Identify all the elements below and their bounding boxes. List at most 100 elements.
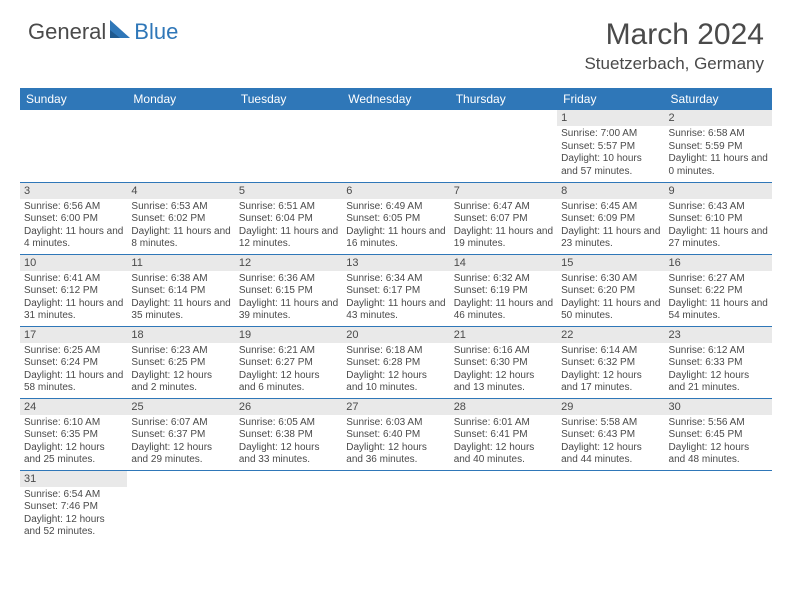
daylight-line: Daylight: 11 hours and 0 minutes. xyxy=(669,153,768,178)
calendar-cell xyxy=(20,110,127,182)
sunrise-line: Sunrise: 6:30 AM xyxy=(561,273,660,286)
calendar-cell: 24Sunrise: 6:10 AMSunset: 6:35 PMDayligh… xyxy=(20,398,127,470)
calendar-cell: 18Sunrise: 6:23 AMSunset: 6:25 PMDayligh… xyxy=(127,326,234,398)
day-content: Sunrise: 6:56 AMSunset: 6:00 PMDaylight:… xyxy=(20,199,127,254)
day-content: Sunrise: 6:30 AMSunset: 6:20 PMDaylight:… xyxy=(557,271,664,326)
calendar-body: 1 Sunrise: 7:00 AMSunset: 5:57 PM Daylight… xyxy=(20,110,772,542)
day-content: Sunrise: 6:45 AMSunset: 6:09 PMDaylight:… xyxy=(557,199,664,254)
day-content: Sunrise: 6:47 AMSunset: 6:07 PMDaylight:… xyxy=(450,199,557,254)
sunrise-line: Sunrise: 6:25 AM xyxy=(24,345,123,358)
calendar-cell: 7Sunrise: 6:47 AMSunset: 6:07 PMDaylight… xyxy=(450,182,557,254)
sunrise-line: Sunrise: 6:38 AM xyxy=(131,273,230,286)
day-number: 1 xyxy=(557,110,664,126)
sunrise-line: Sunrise: 7:00 AM xyxy=(561,128,660,141)
day-number: 19 xyxy=(235,327,342,343)
sunset-line: Sunset: 6:37 PM xyxy=(131,429,230,442)
calendar-row: 31Sunrise: 6:54 AMSunset: 7:46 PMDayligh… xyxy=(20,470,772,542)
sunrise-line: Sunrise: 6:03 AM xyxy=(346,417,445,430)
daylight-line: Daylight: 11 hours and 27 minutes. xyxy=(669,226,768,251)
calendar-cell: 15Sunrise: 6:30 AMSunset: 6:20 PMDayligh… xyxy=(557,254,664,326)
day-content: Sunrise: 5:58 AMSunset: 6:43 PMDaylight:… xyxy=(557,415,664,470)
daylight-line: Daylight: 11 hours and 23 minutes. xyxy=(561,226,660,251)
day-number: 14 xyxy=(450,255,557,271)
calendar-row: 10Sunrise: 6:41 AMSunset: 6:12 PMDayligh… xyxy=(20,254,772,326)
day-number: 6 xyxy=(342,183,449,199)
day-number: 21 xyxy=(450,327,557,343)
calendar-cell: 28Sunrise: 6:01 AMSunset: 6:41 PMDayligh… xyxy=(450,398,557,470)
brand-sail-icon xyxy=(108,18,134,45)
sunset-line: Sunset: 6:35 PM xyxy=(24,429,123,442)
calendar-cell xyxy=(235,110,342,182)
daylight-line: Daylight: 11 hours and 12 minutes. xyxy=(239,226,338,251)
day-content: Sunrise: 5:56 AMSunset: 6:45 PMDaylight:… xyxy=(665,415,772,470)
sunset-line: Sunset: 6:28 PM xyxy=(346,357,445,370)
daylight-line: Daylight: 11 hours and 19 minutes. xyxy=(454,226,553,251)
calendar-cell: 2Sunrise: 6:58 AMSunset: 5:59 PMDaylight… xyxy=(665,110,772,182)
day-number: 22 xyxy=(557,327,664,343)
daylight-line: Daylight: 11 hours and 16 minutes. xyxy=(346,226,445,251)
calendar-row: 24Sunrise: 6:10 AMSunset: 6:35 PMDayligh… xyxy=(20,398,772,470)
day-number: 8 xyxy=(557,183,664,199)
day-number: 9 xyxy=(665,183,772,199)
brand-logo: General Blue xyxy=(28,18,178,45)
calendar-cell xyxy=(127,470,234,542)
calendar-cell xyxy=(342,110,449,182)
sunrise-line: Sunrise: 6:58 AM xyxy=(669,128,768,141)
sunrise-line: Sunrise: 5:58 AM xyxy=(561,417,660,430)
sunset-line: Sunset: 6:25 PM xyxy=(131,357,230,370)
brand-text-general: General xyxy=(28,19,106,45)
daylight-line: Daylight: 12 hours and 21 minutes. xyxy=(669,370,768,395)
sunrise-line: Sunrise: 6:41 AM xyxy=(24,273,123,286)
sunset-line: Sunset: 6:33 PM xyxy=(669,357,768,370)
day-number: 27 xyxy=(342,399,449,415)
calendar-cell: 11Sunrise: 6:38 AMSunset: 6:14 PMDayligh… xyxy=(127,254,234,326)
day-content: Sunrise: 6:41 AMSunset: 6:12 PMDaylight:… xyxy=(20,271,127,326)
sunset-line: Sunset: 6:07 PM xyxy=(454,213,553,226)
day-content: Sunrise: 6:18 AMSunset: 6:28 PMDaylight:… xyxy=(342,343,449,398)
sunrise-line: Sunrise: 6:47 AM xyxy=(454,201,553,214)
calendar-cell: 14 Sunrise: 6:32 AMSunset: 6:19 PMDayligh… xyxy=(450,254,557,326)
daylight-line: Daylight: 11 hours and 31 minutes. xyxy=(24,298,123,323)
sunset-line: Sunset: 7:46 PM xyxy=(24,501,123,514)
sunrise-line: Sunrise: 6:12 AM xyxy=(669,345,768,358)
day-content: Sunrise: 6:10 AMSunset: 6:35 PMDaylight:… xyxy=(20,415,127,470)
sunrise-line: Sunrise: 6:01 AM xyxy=(454,417,553,430)
sunset-line: Sunset: 6:19 PM xyxy=(454,285,553,298)
day-number: 7 xyxy=(450,183,557,199)
sunrise-line: Sunrise: 6:14 AM xyxy=(561,345,660,358)
day-number: 18 xyxy=(127,327,234,343)
day-number: 20 xyxy=(342,327,449,343)
daylight-line: Daylight: 11 hours and 8 minutes. xyxy=(131,226,230,251)
sunset-line: Sunset: 6:02 PM xyxy=(131,213,230,226)
sunset-line: Sunset: 6:20 PM xyxy=(561,285,660,298)
title-block: March 2024 Stuetzerbach, Germany xyxy=(584,18,764,74)
day-number: 3 xyxy=(20,183,127,199)
weekday-header: Tuesday xyxy=(235,88,342,110)
sunset-line: Sunset: 6:04 PM xyxy=(239,213,338,226)
sunset-line: Sunset: 6:17 PM xyxy=(346,285,445,298)
calendar-cell xyxy=(127,110,234,182)
calendar-cell: 22Sunrise: 6:14 AMSunset: 6:32 PMDayligh… xyxy=(557,326,664,398)
sunrise-line: Sunrise: 6:10 AM xyxy=(24,417,123,430)
daylight-line: Daylight: 11 hours and 46 minutes. xyxy=(454,298,553,323)
sunrise-line: Sunrise: 6:32 AM xyxy=(454,273,553,286)
weekday-header: Thursday xyxy=(450,88,557,110)
calendar-cell xyxy=(665,470,772,542)
day-number: 31 xyxy=(20,471,127,487)
calendar-cell: 29Sunrise: 5:58 AMSunset: 6:43 PMDayligh… xyxy=(557,398,664,470)
sunrise-line: Sunrise: 6:34 AM xyxy=(346,273,445,286)
sunset-line: Sunset: 6:32 PM xyxy=(561,357,660,370)
daylight-line: Daylight: 11 hours and 39 minutes. xyxy=(239,298,338,323)
sunset-line: Sunset: 6:15 PM xyxy=(239,285,338,298)
day-number: 10 xyxy=(20,255,127,271)
day-content: Sunrise: 6:38 AMSunset: 6:14 PMDaylight:… xyxy=(127,271,234,326)
calendar-cell: 27Sunrise: 6:03 AMSunset: 6:40 PMDayligh… xyxy=(342,398,449,470)
calendar-cell: 17Sunrise: 6:25 AMSunset: 6:24 PMDayligh… xyxy=(20,326,127,398)
calendar-cell: 19Sunrise: 6:21 AMSunset: 6:27 PMDayligh… xyxy=(235,326,342,398)
sunset-line: Sunset: 5:57 PM xyxy=(561,141,660,154)
day-number: 2 xyxy=(665,110,772,126)
sunrise-line: Sunrise: 6:53 AM xyxy=(131,201,230,214)
calendar-row: 17Sunrise: 6:25 AMSunset: 6:24 PMDayligh… xyxy=(20,326,772,398)
sunrise-line: Sunrise: 6:16 AM xyxy=(454,345,553,358)
day-content: Sunrise: 6:12 AMSunset: 6:33 PMDaylight:… xyxy=(665,343,772,398)
